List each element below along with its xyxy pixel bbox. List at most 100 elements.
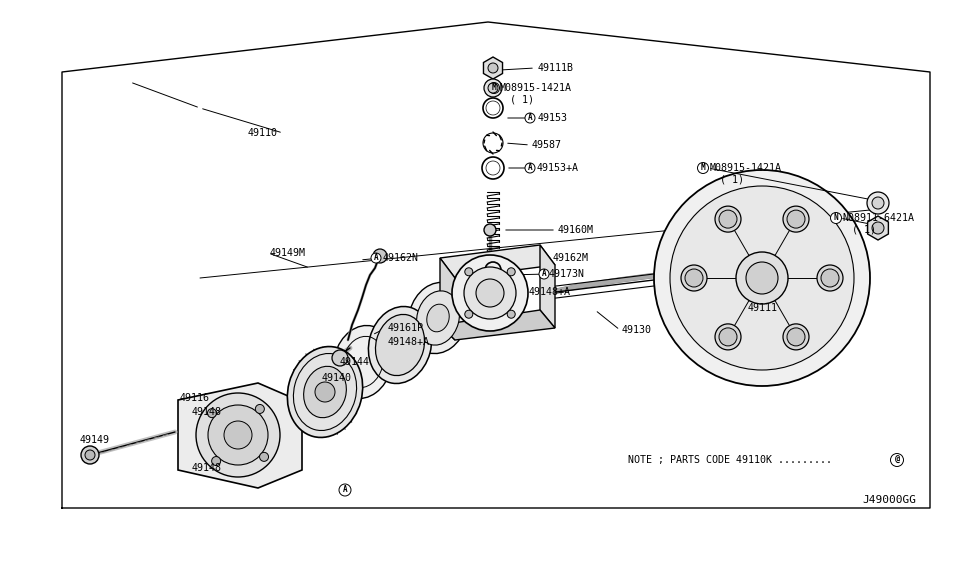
- Circle shape: [315, 382, 335, 402]
- Circle shape: [867, 192, 889, 214]
- Text: 49162M: 49162M: [553, 253, 589, 263]
- Circle shape: [464, 267, 516, 319]
- Text: 49111: 49111: [748, 303, 778, 313]
- Text: M08915-1421A: M08915-1421A: [710, 163, 782, 173]
- Circle shape: [81, 446, 99, 464]
- Circle shape: [681, 265, 707, 291]
- Text: J49000GG: J49000GG: [862, 495, 916, 505]
- Circle shape: [373, 249, 387, 263]
- Circle shape: [719, 328, 737, 346]
- Circle shape: [196, 393, 280, 477]
- Text: 49149M: 49149M: [270, 248, 306, 258]
- Circle shape: [208, 405, 268, 465]
- Circle shape: [525, 113, 535, 123]
- Ellipse shape: [288, 346, 363, 438]
- Circle shape: [539, 269, 549, 279]
- Text: 49130: 49130: [622, 325, 652, 335]
- Circle shape: [654, 170, 870, 386]
- Polygon shape: [178, 383, 302, 488]
- Text: A: A: [342, 486, 347, 495]
- Text: A: A: [527, 164, 532, 173]
- Circle shape: [746, 262, 778, 294]
- Text: 49161P: 49161P: [388, 323, 424, 333]
- Text: ( 1): ( 1): [852, 225, 876, 235]
- Circle shape: [488, 63, 498, 73]
- Circle shape: [715, 206, 741, 232]
- Circle shape: [685, 269, 703, 287]
- Circle shape: [212, 457, 220, 466]
- Text: 49153+A: 49153+A: [537, 163, 579, 173]
- Text: N: N: [834, 213, 838, 222]
- Text: 49111B: 49111B: [538, 63, 574, 73]
- Circle shape: [484, 79, 502, 97]
- Text: 49110: 49110: [248, 128, 278, 138]
- Text: ( 1): ( 1): [720, 175, 744, 185]
- Ellipse shape: [416, 291, 459, 345]
- Ellipse shape: [409, 282, 468, 354]
- Text: M08915-1421A: M08915-1421A: [500, 83, 572, 93]
- Circle shape: [224, 421, 252, 449]
- Circle shape: [476, 279, 504, 307]
- Circle shape: [736, 252, 788, 304]
- Polygon shape: [868, 216, 888, 240]
- Circle shape: [872, 197, 884, 209]
- Circle shape: [507, 268, 515, 276]
- Ellipse shape: [375, 315, 424, 376]
- Ellipse shape: [427, 304, 449, 332]
- Circle shape: [787, 328, 805, 346]
- Circle shape: [85, 450, 95, 460]
- Text: 49116: 49116: [180, 393, 210, 403]
- Ellipse shape: [303, 366, 346, 418]
- Circle shape: [872, 222, 884, 234]
- Polygon shape: [540, 245, 555, 328]
- Circle shape: [339, 484, 351, 496]
- Text: 49162N: 49162N: [383, 253, 419, 263]
- Circle shape: [332, 350, 348, 366]
- Circle shape: [787, 210, 805, 228]
- Text: 49148: 49148: [192, 407, 222, 417]
- Circle shape: [715, 324, 741, 350]
- Text: M: M: [491, 84, 496, 92]
- Text: A: A: [373, 254, 378, 263]
- Circle shape: [831, 212, 841, 224]
- Circle shape: [670, 186, 854, 370]
- Circle shape: [525, 163, 535, 173]
- Circle shape: [255, 405, 264, 413]
- Text: 49148+A: 49148+A: [388, 337, 430, 347]
- Circle shape: [465, 310, 473, 318]
- Polygon shape: [484, 57, 502, 79]
- Text: M: M: [701, 164, 705, 173]
- Circle shape: [890, 453, 904, 466]
- Text: N08911-6421A: N08911-6421A: [842, 213, 914, 223]
- Circle shape: [697, 162, 709, 174]
- Circle shape: [817, 265, 843, 291]
- Ellipse shape: [369, 306, 432, 384]
- Text: 49153: 49153: [538, 113, 568, 123]
- Circle shape: [507, 310, 515, 318]
- Circle shape: [783, 206, 809, 232]
- Text: 49144: 49144: [340, 357, 370, 367]
- Polygon shape: [440, 258, 455, 340]
- Text: ( 1): ( 1): [510, 95, 534, 105]
- Circle shape: [371, 253, 381, 263]
- Text: 49148+A: 49148+A: [529, 287, 571, 297]
- Circle shape: [484, 224, 496, 236]
- Text: 49160M: 49160M: [558, 225, 594, 235]
- Circle shape: [465, 268, 473, 276]
- Text: 49587: 49587: [532, 140, 562, 150]
- Circle shape: [719, 210, 737, 228]
- Text: 49140: 49140: [322, 373, 352, 383]
- Polygon shape: [440, 310, 555, 340]
- Circle shape: [488, 83, 499, 93]
- Ellipse shape: [333, 325, 393, 398]
- Circle shape: [488, 83, 498, 93]
- Text: A: A: [527, 114, 532, 122]
- Text: 49148: 49148: [192, 463, 222, 473]
- Circle shape: [208, 409, 216, 418]
- Circle shape: [783, 324, 809, 350]
- Circle shape: [452, 255, 528, 331]
- Text: 49149: 49149: [80, 435, 110, 445]
- Text: NOTE ; PARTS CODE 49110K .........: NOTE ; PARTS CODE 49110K .........: [628, 455, 832, 465]
- Circle shape: [259, 452, 268, 461]
- Text: @: @: [894, 456, 900, 465]
